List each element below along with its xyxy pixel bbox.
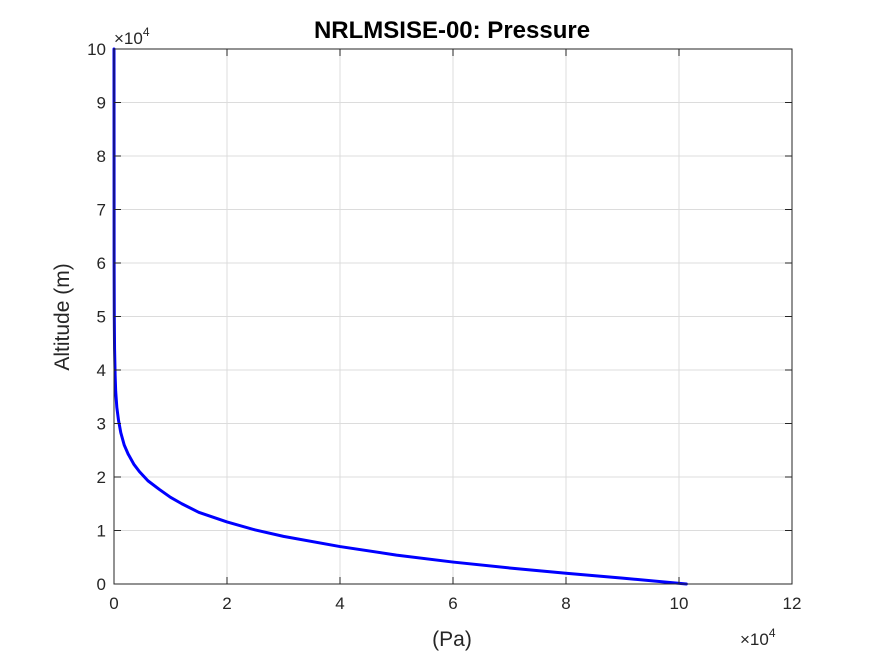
y-tick-label: 4: [97, 361, 106, 380]
chart-title: NRLMSISE-00: Pressure: [314, 17, 590, 44]
y-axis-multiplier: ×104: [114, 25, 150, 48]
y-tick-labels: 0 1 2 3 4 5 6 7 8 9 10: [87, 40, 106, 594]
y-tick-label: 6: [97, 254, 106, 273]
x-axis-multiplier: ×104: [740, 626, 776, 649]
data-series: [112, 47, 688, 586]
x-tick-labels: 0 2 4 6 8 10 12: [109, 594, 801, 613]
y-tick-label: 8: [97, 147, 106, 166]
y-tick-label: 3: [97, 415, 106, 434]
x-tick-label: 10: [670, 594, 689, 613]
y-multiplier-base: ×10: [114, 29, 143, 48]
x-tick-label: 8: [561, 594, 570, 613]
y-axis-title: Altitude (m): [51, 263, 74, 370]
y-tick-label: 10: [87, 40, 106, 59]
pressure-series-line: [112, 47, 688, 586]
y-tick-label: 1: [97, 522, 106, 541]
y-multiplier-exponent: 4: [143, 25, 150, 39]
y-tick-label: 2: [97, 468, 106, 487]
x-tick-label: 0: [109, 594, 118, 613]
x-multiplier-base: ×10: [740, 630, 769, 649]
x-tick-label: 6: [448, 594, 457, 613]
x-axis-title: (Pa): [432, 628, 472, 651]
x-tick-label: 2: [222, 594, 231, 613]
x-tick-label: 4: [335, 594, 344, 613]
tick-marks: [113, 48, 793, 585]
x-multiplier-exponent: 4: [769, 626, 776, 640]
y-tick-label: 5: [97, 308, 106, 327]
y-tick-label: 9: [97, 94, 106, 113]
x-tick-label: 12: [783, 594, 802, 613]
y-tick-label: 0: [97, 575, 106, 594]
y-tick-label: 7: [97, 201, 106, 220]
